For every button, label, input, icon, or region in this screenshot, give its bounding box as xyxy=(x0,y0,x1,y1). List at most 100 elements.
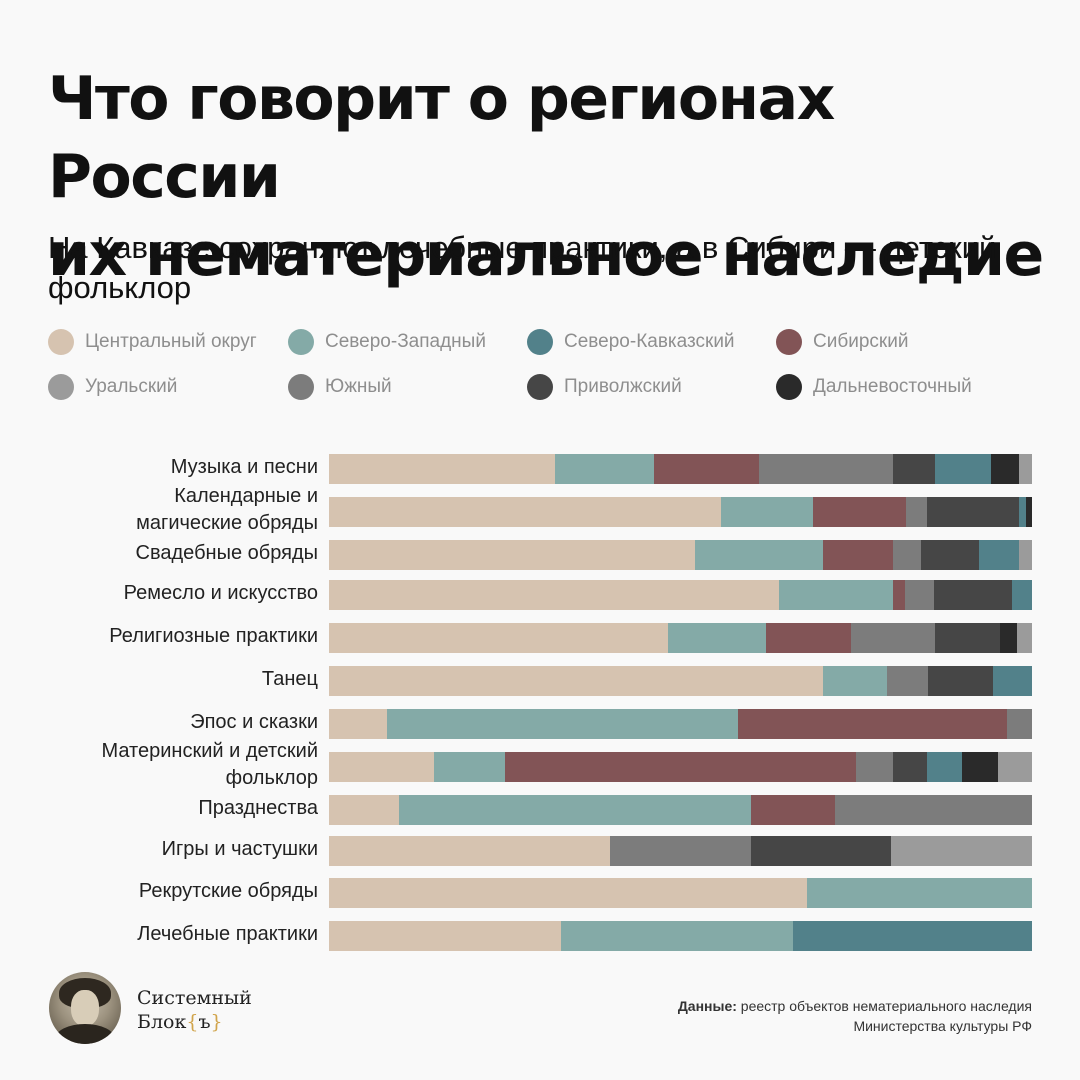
bar-segment xyxy=(759,454,894,484)
source-text: реестр объектов нематериального наследия xyxy=(736,998,1032,1014)
legend-item-far-eastern: Дальневосточный xyxy=(776,374,972,400)
legend-swatch xyxy=(776,374,802,400)
legend-label: Сибирский xyxy=(813,331,909,352)
category-label: Музыка и песни xyxy=(170,455,318,478)
source-line-1: Данные: реестр объектов нематериального … xyxy=(678,996,1032,1016)
bar-segment xyxy=(891,836,1033,866)
bar-segment xyxy=(329,666,823,696)
bar-segment xyxy=(1019,540,1033,570)
bar-segment xyxy=(766,623,852,653)
bar-segment xyxy=(934,454,992,484)
bar-segment xyxy=(738,709,1008,739)
legend-item-northwest: Северо-Западный xyxy=(288,329,486,355)
legend-item-ural: Уральский xyxy=(48,374,177,400)
title-line-2: их нематериальное наследие xyxy=(48,220,1044,290)
legend-label: Приволжский xyxy=(564,376,682,397)
bar-segment xyxy=(991,454,1020,484)
bar-segment xyxy=(329,497,722,527)
bar-segment xyxy=(329,580,780,610)
bar-segment xyxy=(667,623,767,653)
bar-segment xyxy=(329,454,556,484)
category-label: Ремесло и искусство xyxy=(123,581,318,604)
legend-item-north-caucasus: Северо-Кавказский xyxy=(527,329,735,355)
bar-segment xyxy=(927,666,994,696)
legend-item-volga: Приволжский xyxy=(527,374,682,400)
bar-segment xyxy=(1019,454,1033,484)
legend-label: Северо-Кавказский xyxy=(564,331,735,352)
legend-swatch xyxy=(288,329,314,355)
bar-segment xyxy=(887,666,929,696)
bar-segment xyxy=(560,921,794,951)
bar-segment xyxy=(1012,580,1033,610)
bar-segment xyxy=(720,497,814,527)
bar-segment xyxy=(906,497,928,527)
category-label: Игры и частушки xyxy=(161,837,318,860)
bar-segment xyxy=(905,580,935,610)
bar-segment xyxy=(329,623,669,653)
bar-segment xyxy=(329,752,435,782)
stacked-bar-chart: Музыка и песни Календарные и магические об… xyxy=(0,440,1080,960)
legend-item-siberian: Сибирский xyxy=(776,329,908,355)
legend-label: Уральский xyxy=(85,376,178,397)
bar-segment xyxy=(934,623,1001,653)
bar-segment xyxy=(926,752,963,782)
bar-segment xyxy=(329,836,611,866)
bar-segment xyxy=(750,836,892,866)
brand-logo-text: Системный Блок{ъ} xyxy=(137,986,252,1034)
subtitle-line-2: фольклор xyxy=(48,270,192,305)
bar-segment xyxy=(329,921,562,951)
category-label: Эпос и сказки xyxy=(190,710,318,733)
bar-segment xyxy=(813,497,907,527)
bar-segment xyxy=(1016,623,1033,653)
category-label: Празднества xyxy=(198,796,318,819)
bar-segment xyxy=(961,752,999,782)
legend-swatch xyxy=(288,374,314,400)
bar-segment xyxy=(750,795,836,825)
legend-swatch xyxy=(776,329,802,355)
source-label: Данные: xyxy=(677,998,737,1014)
data-source: Данные: реестр объектов нематериального … xyxy=(678,996,1032,1036)
legend-label: Дальневосточный xyxy=(813,376,972,397)
bar-segment xyxy=(1006,709,1033,739)
subtitle: На Кавказе сохраняют лечебные практики, … xyxy=(48,228,1048,308)
bar-segment xyxy=(807,878,1033,908)
bar-segment xyxy=(920,540,980,570)
bar-segment xyxy=(434,752,506,782)
bar-segment xyxy=(822,540,894,570)
bar-segment xyxy=(992,666,1033,696)
logo-portrait xyxy=(49,972,121,1044)
bar-segment xyxy=(329,540,696,570)
legend-swatch xyxy=(527,329,553,355)
category-label: Материнский и детский фольклор xyxy=(101,740,318,789)
bar-segment xyxy=(386,709,739,739)
bar-segment xyxy=(610,836,752,866)
bar-segment xyxy=(399,795,752,825)
bar-segment xyxy=(892,454,936,484)
bar-segment xyxy=(329,878,808,908)
category-label: Религиозные практики xyxy=(109,624,318,647)
legend-label: Южный xyxy=(325,376,392,397)
category-label: Свадебные обряды xyxy=(135,541,318,564)
bar-segment xyxy=(653,454,760,484)
brand-line-1: Системный xyxy=(137,987,252,1009)
bar-segment xyxy=(822,666,888,696)
bar-segment xyxy=(892,752,928,782)
bar-segment xyxy=(504,752,857,782)
subtitle-line-1: На Кавказе сохраняют лечебные практики, … xyxy=(48,230,997,265)
category-label: Танец xyxy=(261,667,318,690)
bar-segment xyxy=(892,580,906,610)
bar-segment xyxy=(892,540,922,570)
legend-swatch xyxy=(527,374,553,400)
bar-segment xyxy=(835,795,1033,825)
source-line-2: Министерства культуры РФ xyxy=(853,1018,1032,1034)
bar-segment xyxy=(856,752,894,782)
bar-segment xyxy=(850,623,936,653)
legend-label: Северо-Западный xyxy=(325,331,486,352)
bar-segment xyxy=(694,540,823,570)
legend-swatch xyxy=(48,329,74,355)
category-label: Лечебные практики xyxy=(137,922,318,945)
category-label: Рекрутские обряды xyxy=(138,879,318,902)
bar-segment xyxy=(999,623,1018,653)
category-label: Календарные и магические обряды xyxy=(136,485,318,534)
bar-segment xyxy=(1025,497,1033,527)
